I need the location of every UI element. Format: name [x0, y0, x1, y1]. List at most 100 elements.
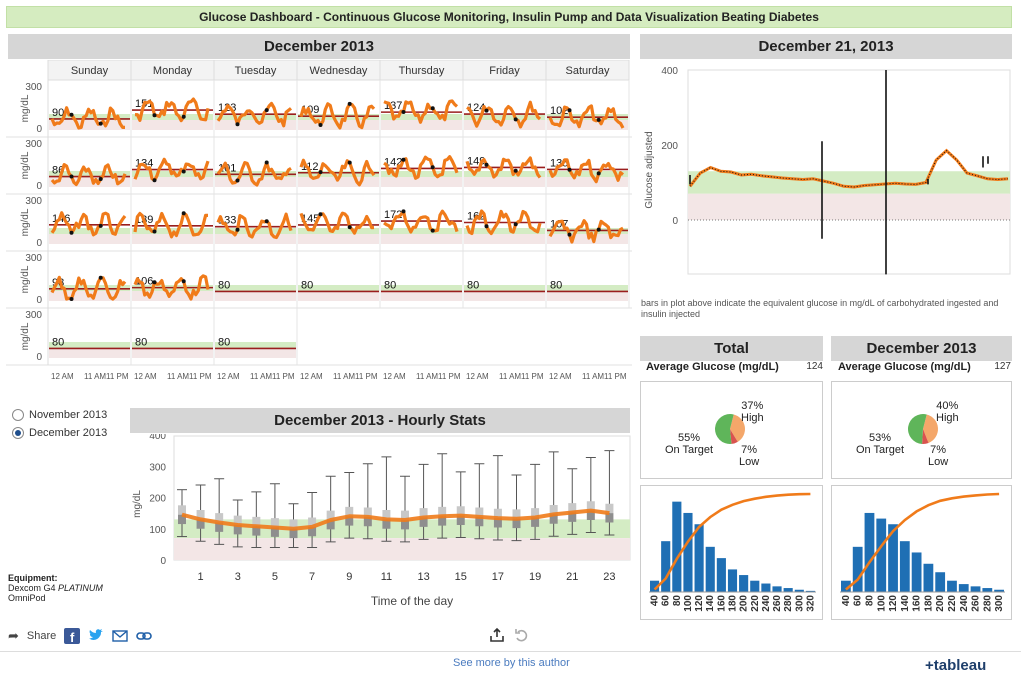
box-upper: [196, 510, 205, 520]
average-value-label: 80: [467, 279, 479, 291]
x-tick-label: 12 AM: [51, 372, 74, 381]
histogram-bar: [716, 558, 726, 592]
avg-glucose-value: 124: [806, 361, 823, 372]
tableau-logo[interactable]: +tableau: [925, 657, 986, 674]
equipment-line-1: Dexcom G4 PLATINUM: [8, 583, 103, 593]
box-lower: [345, 516, 354, 526]
low-band: [298, 291, 379, 301]
target-band: [464, 228, 545, 234]
x-tick-label: 240: [959, 595, 970, 612]
event-dot: [567, 232, 572, 237]
download-icon[interactable]: [489, 627, 505, 643]
histogram-bar: [970, 586, 981, 592]
x-tick-label: 300: [994, 595, 1005, 612]
histogram-bar: [911, 552, 922, 592]
low-band: [215, 348, 296, 358]
glucose-trace: [216, 212, 293, 240]
x-tick-label: 11 PM: [272, 372, 295, 381]
revert-icon[interactable]: [514, 627, 530, 643]
event-dot: [513, 168, 518, 173]
twitter-icon[interactable]: [88, 628, 104, 644]
box-upper: [345, 506, 354, 517]
event-dot: [69, 112, 74, 117]
x-tick-label: 200: [739, 595, 750, 612]
glucose-trace: [133, 157, 210, 182]
x-tick-label: 11 AM: [499, 372, 521, 381]
event-dot: [430, 228, 435, 233]
y-axis-label: mg/dL: [20, 208, 31, 236]
equipment-line-2: OmniPod: [8, 593, 46, 603]
target-band: [49, 228, 130, 234]
x-tick-label: 17: [492, 571, 504, 583]
target-band: [215, 342, 296, 348]
y-axis-label: mg/dL: [132, 490, 143, 518]
event-dot: [401, 209, 406, 214]
y-tick-label: 300: [25, 196, 42, 207]
share-icon[interactable]: ➦: [8, 628, 19, 643]
box-upper: [549, 505, 558, 515]
box-lower: [178, 514, 186, 525]
x-tick-label: 140: [900, 595, 911, 612]
avg-glucose-label: Average Glucose (mg/dL): [838, 361, 971, 373]
pie-low-label: 7% Low: [928, 444, 949, 468]
box-upper: [605, 503, 614, 514]
y-tick-label: 200: [661, 141, 678, 152]
histogram-month: 40 60 80 100 120 140 160 180 200 220 240 260 280 300: [831, 485, 1012, 620]
glucose-trace: [299, 158, 376, 187]
box-lower: [289, 528, 298, 539]
box-upper: [289, 519, 298, 529]
box-lower: [512, 518, 521, 529]
event-dot: [484, 108, 489, 113]
x-tick-label: 180: [923, 595, 934, 612]
email-icon[interactable]: [112, 628, 128, 644]
box-upper: [456, 506, 465, 516]
y-tick-label: 300: [149, 462, 166, 473]
box-upper: [363, 507, 372, 517]
event-dot: [152, 280, 157, 285]
box-upper: [475, 507, 484, 517]
average-value-label: 80: [52, 336, 64, 348]
y-tick-label: 400: [661, 66, 678, 77]
low-band: [298, 177, 379, 187]
tableau-brand-text: +tableau: [925, 657, 987, 674]
average-value-label: 80: [301, 279, 313, 291]
low-band: [132, 234, 213, 244]
month-option-label: December 2013: [29, 427, 108, 439]
box-upper: [326, 510, 335, 520]
stats-title-month: December 2013: [831, 336, 1012, 361]
x-tick-label: 11 PM: [355, 372, 378, 381]
average-value-label: 80: [135, 336, 147, 348]
low-band: [49, 177, 130, 187]
glucose-trace: [50, 106, 125, 130]
box-upper: [512, 509, 521, 519]
pie-slice-low: [922, 429, 929, 444]
box-lower: [270, 527, 279, 537]
x-tick-label: 140: [705, 595, 716, 612]
facebook-icon[interactable]: f: [64, 628, 81, 644]
box-lower: [215, 522, 224, 532]
average-value-label: 90: [52, 107, 64, 119]
box-lower: [475, 516, 484, 527]
box-lower: [549, 514, 558, 524]
box-lower: [605, 513, 614, 523]
share-label[interactable]: Share: [26, 630, 57, 642]
link-icon[interactable]: [136, 628, 153, 644]
glucose-trace: [548, 158, 624, 184]
event-dot: [596, 227, 601, 232]
footer-divider: [0, 651, 1021, 652]
month-option-december[interactable]: December 2013: [12, 427, 107, 439]
y-tick-label: 0: [36, 295, 42, 306]
month-option-november[interactable]: November 2013: [12, 409, 107, 421]
hourly-title: December 2013 - Hourly Stats: [130, 408, 630, 433]
x-tick-label: 12 AM: [549, 372, 572, 381]
glucose-trace: [216, 101, 293, 128]
x-tick-label: 3: [235, 571, 241, 583]
histogram-bar: [899, 541, 910, 592]
low-band: [49, 120, 130, 130]
see-more-link[interactable]: See more by this author: [453, 657, 570, 669]
x-tick-label: 11 PM: [521, 372, 544, 381]
box-upper: [419, 508, 428, 518]
box-lower: [586, 510, 595, 520]
event-dot: [264, 108, 269, 113]
target-band: [381, 285, 462, 291]
